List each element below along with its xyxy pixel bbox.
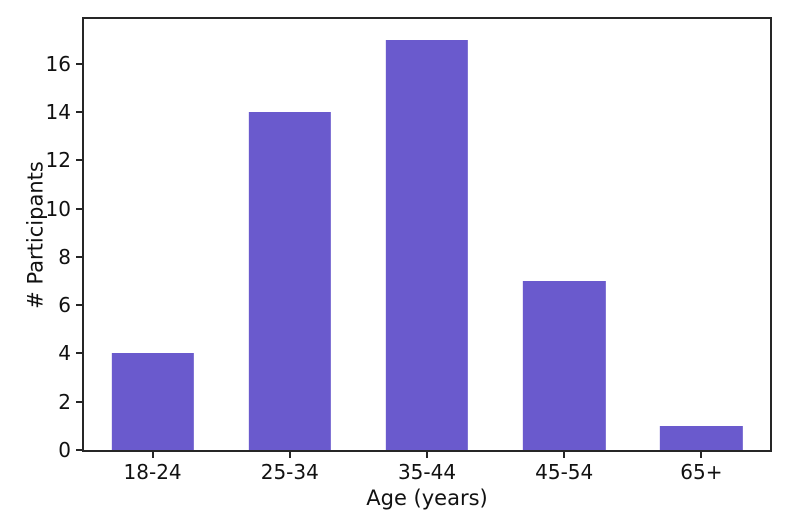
y-tick-mark <box>76 62 84 65</box>
y-tick-label: 8 <box>58 244 71 269</box>
y-tick-mark <box>76 304 84 307</box>
y-tick-label: 14 <box>45 99 71 124</box>
y-tick-mark <box>76 352 84 355</box>
y-tick-mark <box>76 400 84 403</box>
y-tick-mark <box>76 449 84 451</box>
x-tick-label: 18-24 <box>123 460 182 484</box>
y-axis-label: # Participants <box>23 161 48 309</box>
x-tick-mark <box>563 450 566 458</box>
x-tick-label: 45-54 <box>535 460 594 484</box>
y-tick-mark <box>76 159 84 162</box>
x-tick-label: 25-34 <box>260 460 319 484</box>
x-tick-mark <box>426 450 428 458</box>
y-tick-label: 12 <box>45 148 71 173</box>
y-tick-label: 6 <box>58 293 71 318</box>
plot-area: 0 2 4 6 8 10 12 14 16 18-24 25-34 35-44 45-54 65+ <box>46 17 772 482</box>
x-axis-label: Age (years) <box>366 486 488 510</box>
x-tick-label: 35-44 <box>397 460 457 484</box>
bar-45-54 <box>523 280 606 450</box>
bar-65+ <box>660 425 743 450</box>
y-tick-label: 10 <box>45 196 71 221</box>
bar-25-34 <box>248 111 331 450</box>
y-tick-label: 4 <box>58 341 71 366</box>
x-tick-mark <box>288 450 291 458</box>
bar-35-44 <box>385 39 469 450</box>
x-tick-label: 65+ <box>680 460 723 484</box>
y-tick-mark <box>76 110 84 113</box>
bar-18-24 <box>111 353 194 450</box>
y-tick-label: 0 <box>58 438 71 462</box>
y-tick-mark <box>76 207 84 210</box>
y-tick-label: 16 <box>45 51 71 76</box>
x-tick-mark <box>700 450 703 458</box>
x-tick-mark <box>151 450 154 458</box>
y-tick-mark <box>76 255 84 258</box>
y-tick-label: 2 <box>58 389 71 414</box>
